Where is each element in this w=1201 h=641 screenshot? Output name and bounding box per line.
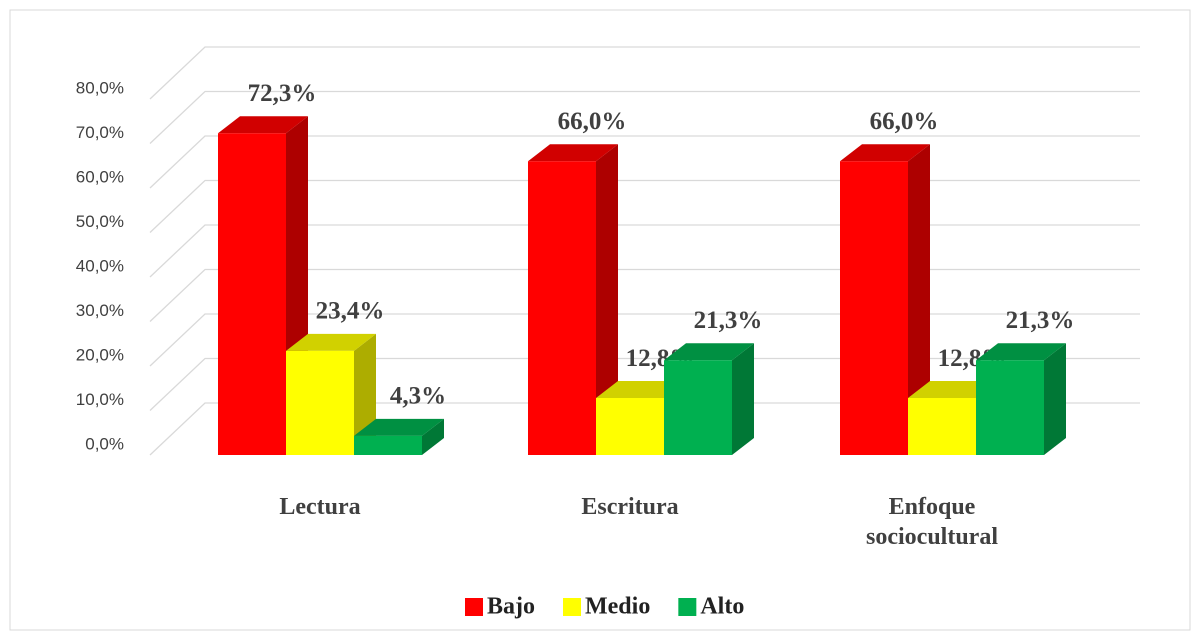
bar-front (976, 360, 1044, 455)
data-label: 21,3% (1006, 307, 1075, 334)
grid-line (149, 268, 1140, 322)
legend-swatch (465, 598, 483, 616)
bar (664, 343, 754, 455)
data-label: 23,4% (316, 298, 385, 325)
legend-swatch (678, 598, 697, 616)
legend-label: Medio (585, 594, 650, 620)
bar-top (908, 381, 998, 399)
bar-front (840, 161, 908, 456)
grid-line (149, 135, 1140, 189)
bar (976, 343, 1066, 455)
bar-front (218, 133, 286, 455)
y-tick-label: 0,0% (85, 434, 124, 453)
x-tick-label: Enfoque sociocultural (866, 494, 998, 550)
bar-front (528, 161, 596, 456)
bar-top (354, 418, 444, 436)
y-tick-label: 20,0% (76, 345, 124, 364)
bar-top (664, 343, 754, 361)
bar-top (528, 144, 618, 162)
data-label: 4,3% (390, 383, 446, 410)
grid-line (149, 357, 1140, 411)
y-tick-label: 50,0% (76, 212, 124, 231)
bar-side (908, 144, 930, 456)
bar-side (596, 144, 618, 456)
grid-line (149, 179, 1140, 233)
x-tick-label: Lectura (279, 494, 361, 520)
grid-line (149, 90, 1140, 144)
bar-side (732, 343, 754, 455)
y-tick-label: 60,0% (76, 167, 124, 186)
bar-side (1044, 343, 1066, 455)
legend-label: Bajo (487, 594, 535, 620)
bar-top (976, 343, 1066, 361)
x-tick-label: Escritura (581, 494, 679, 520)
data-label: 66,0% (870, 108, 939, 135)
bar (354, 418, 444, 455)
legend-swatch (563, 598, 581, 616)
y-tick-label: 10,0% (76, 390, 124, 409)
bar (840, 144, 930, 456)
grid-line (149, 46, 1140, 100)
y-tick-label: 40,0% (76, 256, 124, 275)
bar-top (218, 116, 308, 134)
grid-line (149, 313, 1140, 367)
bar-top (840, 144, 930, 162)
y-tick-label: 70,0% (76, 123, 124, 142)
y-tick-label: 80,0% (76, 78, 124, 97)
bar-side (422, 418, 444, 455)
bar-front (908, 398, 976, 455)
data-label: 72,3% (248, 80, 317, 107)
data-label: 66,0% (558, 108, 627, 135)
grid-line (149, 402, 1140, 456)
bar-top (596, 381, 686, 399)
bar-front (354, 435, 422, 455)
data-label: 21,3% (694, 307, 763, 334)
bar-front (286, 350, 354, 455)
bar (528, 144, 618, 456)
y-tick-label: 30,0% (76, 301, 124, 320)
bar-top (286, 333, 376, 351)
grid-line (149, 224, 1140, 278)
bar-front (596, 398, 664, 455)
legend-label: Alto (700, 594, 744, 620)
bar-front (664, 360, 732, 455)
